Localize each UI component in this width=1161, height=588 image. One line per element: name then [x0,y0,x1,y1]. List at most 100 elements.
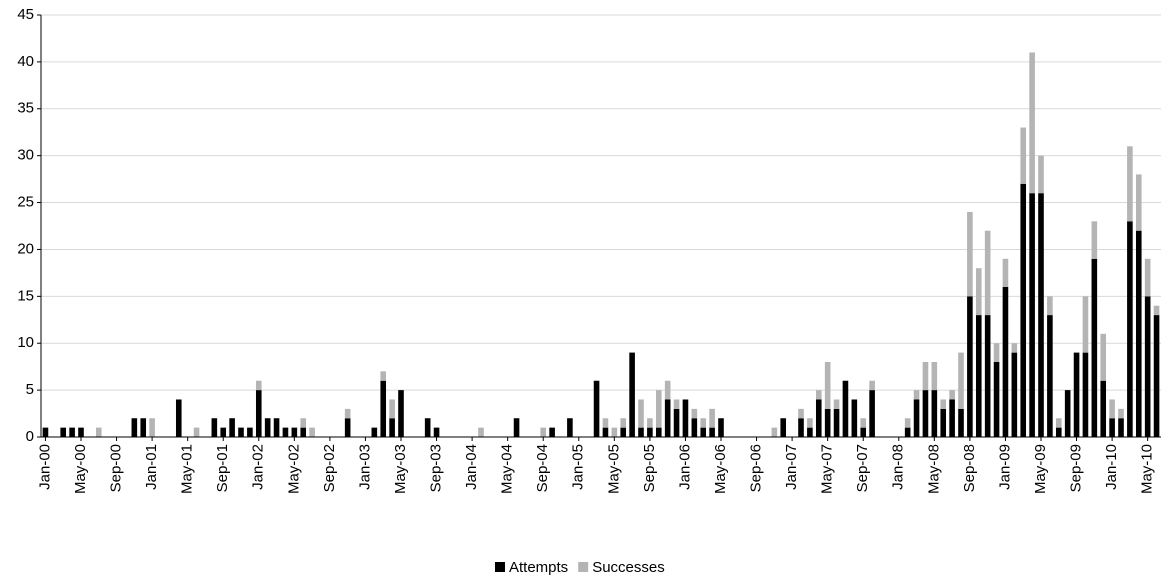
x-tick-label: Jan-04 [463,444,480,490]
bar-segment [193,427,200,437]
x-tick-label: Sep-04 [534,444,551,492]
bar-segment [149,418,155,437]
bar-segment [247,427,253,437]
bar-segment [1011,352,1018,437]
bar-segment [1127,146,1133,222]
bar-segment [238,427,244,437]
bar-segment [655,427,662,437]
x-tick-label: Jan-09 [996,444,1013,490]
bar-segment [42,427,49,437]
bar-segment [771,427,778,437]
bar-segment [389,418,395,437]
y-tick-label: 15 [17,287,34,304]
bar-segment [300,427,307,437]
bar-segment [389,399,395,419]
bar-segment [691,418,698,437]
bar-segment [638,399,644,428]
bar-segment [1153,305,1160,316]
bar-segment [824,408,831,437]
bar-segment [913,399,920,437]
bar-segment [904,427,911,437]
bar-segment [967,296,973,437]
x-tick-label: Jan-10 [1103,444,1120,490]
bar-segment [1073,352,1080,437]
bar-segment [718,418,724,437]
legend-swatch [495,562,505,572]
bar-segment [798,408,804,419]
bar-segment [815,399,822,437]
bar-segment [869,390,875,437]
bar-segment [255,390,262,437]
x-tick-label: Sep-02 [321,444,338,492]
bar-segment [1118,408,1124,419]
bar-segment [931,390,938,437]
bar-segment [1127,221,1133,437]
bar-segment [1047,315,1053,437]
y-tick-label: 5 [26,381,34,398]
bar-segment [993,343,1000,362]
legend-label: Successes [592,559,665,576]
bar-segment [664,399,671,437]
bar-segment [629,352,635,437]
bar-segment [344,418,351,437]
x-tick-label: Jan-08 [890,444,907,490]
x-tick-label: May-09 [1032,444,1049,494]
bar-segment [975,315,982,437]
y-tick-label: 10 [17,334,34,351]
bar-segment [913,390,920,400]
bar-segment [975,268,982,316]
bar-segment [798,418,804,437]
bar-segment [1020,127,1027,184]
bar-segment [309,427,315,437]
bar-segment [424,418,431,437]
bar-segment [949,399,955,437]
bar-segment [1100,380,1107,437]
bar-segment [593,380,600,437]
x-tick-label: May-03 [392,444,409,494]
bar-segment [842,380,849,437]
bar-segment [273,418,280,437]
bar-segment [1038,155,1044,194]
legend-label: Attempts [509,559,568,576]
bar-segment [1064,390,1071,437]
bar-segment [967,211,973,297]
bar-segment [833,399,840,409]
bar-segment [638,427,644,437]
bar-segment [780,418,787,437]
bar-segment [549,427,555,437]
y-tick-label: 25 [17,194,34,211]
x-tick-label: Sep-00 [108,444,125,492]
bar-segment [664,380,671,400]
bar-segment [949,390,955,400]
bar-segment [1055,427,1062,437]
bar-segment [1135,174,1142,231]
bar-segment [478,427,484,437]
bar-segment [220,427,227,437]
x-tick-label: Sep-09 [1068,444,1085,492]
bar-segment [984,230,991,316]
bar-segment [1029,52,1035,194]
bar-segment [131,418,138,437]
bar-segment [691,408,698,419]
bar-segment [931,361,938,391]
bar-segment [1047,296,1053,316]
bar-segment [922,390,929,437]
bar-segment [860,418,867,428]
bar-segment [807,418,813,428]
y-tick-label: 0 [26,428,34,445]
x-tick-label: May-10 [1139,444,1156,494]
bar-segment [344,408,351,419]
x-tick-label: Sep-07 [854,444,871,492]
bar-segment [860,427,867,437]
bar-segment [1011,343,1018,353]
bar-segment [211,418,218,437]
bar-segment [958,352,964,409]
x-tick-label: Sep-01 [214,444,231,492]
bar-segment [1144,258,1151,297]
bar-segment [824,361,831,409]
bar-segment [1135,230,1142,437]
bar-segment [673,408,680,437]
x-tick-label: May-08 [925,444,942,494]
bar-segment [78,427,84,437]
